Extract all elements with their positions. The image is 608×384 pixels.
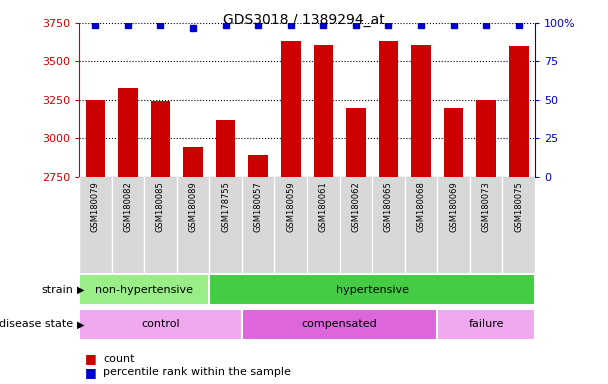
Bar: [437, 309, 535, 340]
Bar: [79, 309, 242, 340]
Text: count: count: [103, 354, 135, 364]
Bar: [437, 177, 470, 273]
Text: GSM180062: GSM180062: [351, 182, 361, 232]
Text: hypertensive: hypertensive: [336, 285, 409, 295]
Text: strain: strain: [41, 285, 73, 295]
Bar: [177, 177, 209, 273]
Bar: [346, 108, 365, 177]
Bar: [477, 100, 496, 177]
Bar: [242, 177, 274, 273]
Text: compensated: compensated: [302, 319, 378, 329]
Bar: [112, 177, 144, 273]
Bar: [281, 41, 300, 177]
Text: GSM180057: GSM180057: [254, 182, 263, 232]
Text: GSM180069: GSM180069: [449, 182, 458, 232]
Bar: [509, 46, 528, 177]
Bar: [183, 147, 203, 177]
Bar: [242, 309, 437, 340]
Text: ■: ■: [85, 366, 97, 379]
Bar: [307, 177, 340, 273]
Text: control: control: [141, 319, 180, 329]
Text: GSM180068: GSM180068: [416, 182, 426, 232]
Bar: [79, 177, 112, 273]
Bar: [79, 275, 209, 306]
Text: GSM180075: GSM180075: [514, 182, 523, 232]
Bar: [372, 177, 405, 273]
Bar: [314, 45, 333, 177]
Bar: [379, 41, 398, 177]
Bar: [151, 101, 170, 177]
Bar: [86, 100, 105, 177]
Text: GSM178755: GSM178755: [221, 182, 230, 232]
Text: GSM180079: GSM180079: [91, 182, 100, 232]
Text: ▶: ▶: [77, 319, 85, 329]
Bar: [502, 177, 535, 273]
Text: GSM180065: GSM180065: [384, 182, 393, 232]
Bar: [340, 177, 372, 273]
Bar: [411, 45, 431, 177]
Text: GSM180082: GSM180082: [123, 182, 133, 232]
Text: failure: failure: [468, 319, 504, 329]
Text: GSM180059: GSM180059: [286, 182, 295, 232]
Text: non-hypertensive: non-hypertensive: [95, 285, 193, 295]
Bar: [470, 177, 502, 273]
Bar: [274, 177, 307, 273]
Text: ■: ■: [85, 353, 97, 366]
Text: GSM180085: GSM180085: [156, 182, 165, 232]
Bar: [444, 108, 463, 177]
Text: disease state: disease state: [0, 319, 73, 329]
Bar: [209, 177, 242, 273]
Bar: [249, 156, 268, 177]
Text: GSM180061: GSM180061: [319, 182, 328, 232]
Text: ▶: ▶: [77, 285, 85, 295]
Text: GSM180089: GSM180089: [188, 182, 198, 232]
Bar: [405, 177, 437, 273]
Bar: [118, 88, 137, 177]
Text: percentile rank within the sample: percentile rank within the sample: [103, 367, 291, 377]
Text: GDS3018 / 1389294_at: GDS3018 / 1389294_at: [223, 13, 385, 27]
Bar: [216, 120, 235, 177]
Text: GSM180073: GSM180073: [482, 182, 491, 232]
Bar: [144, 177, 177, 273]
Bar: [209, 275, 535, 306]
